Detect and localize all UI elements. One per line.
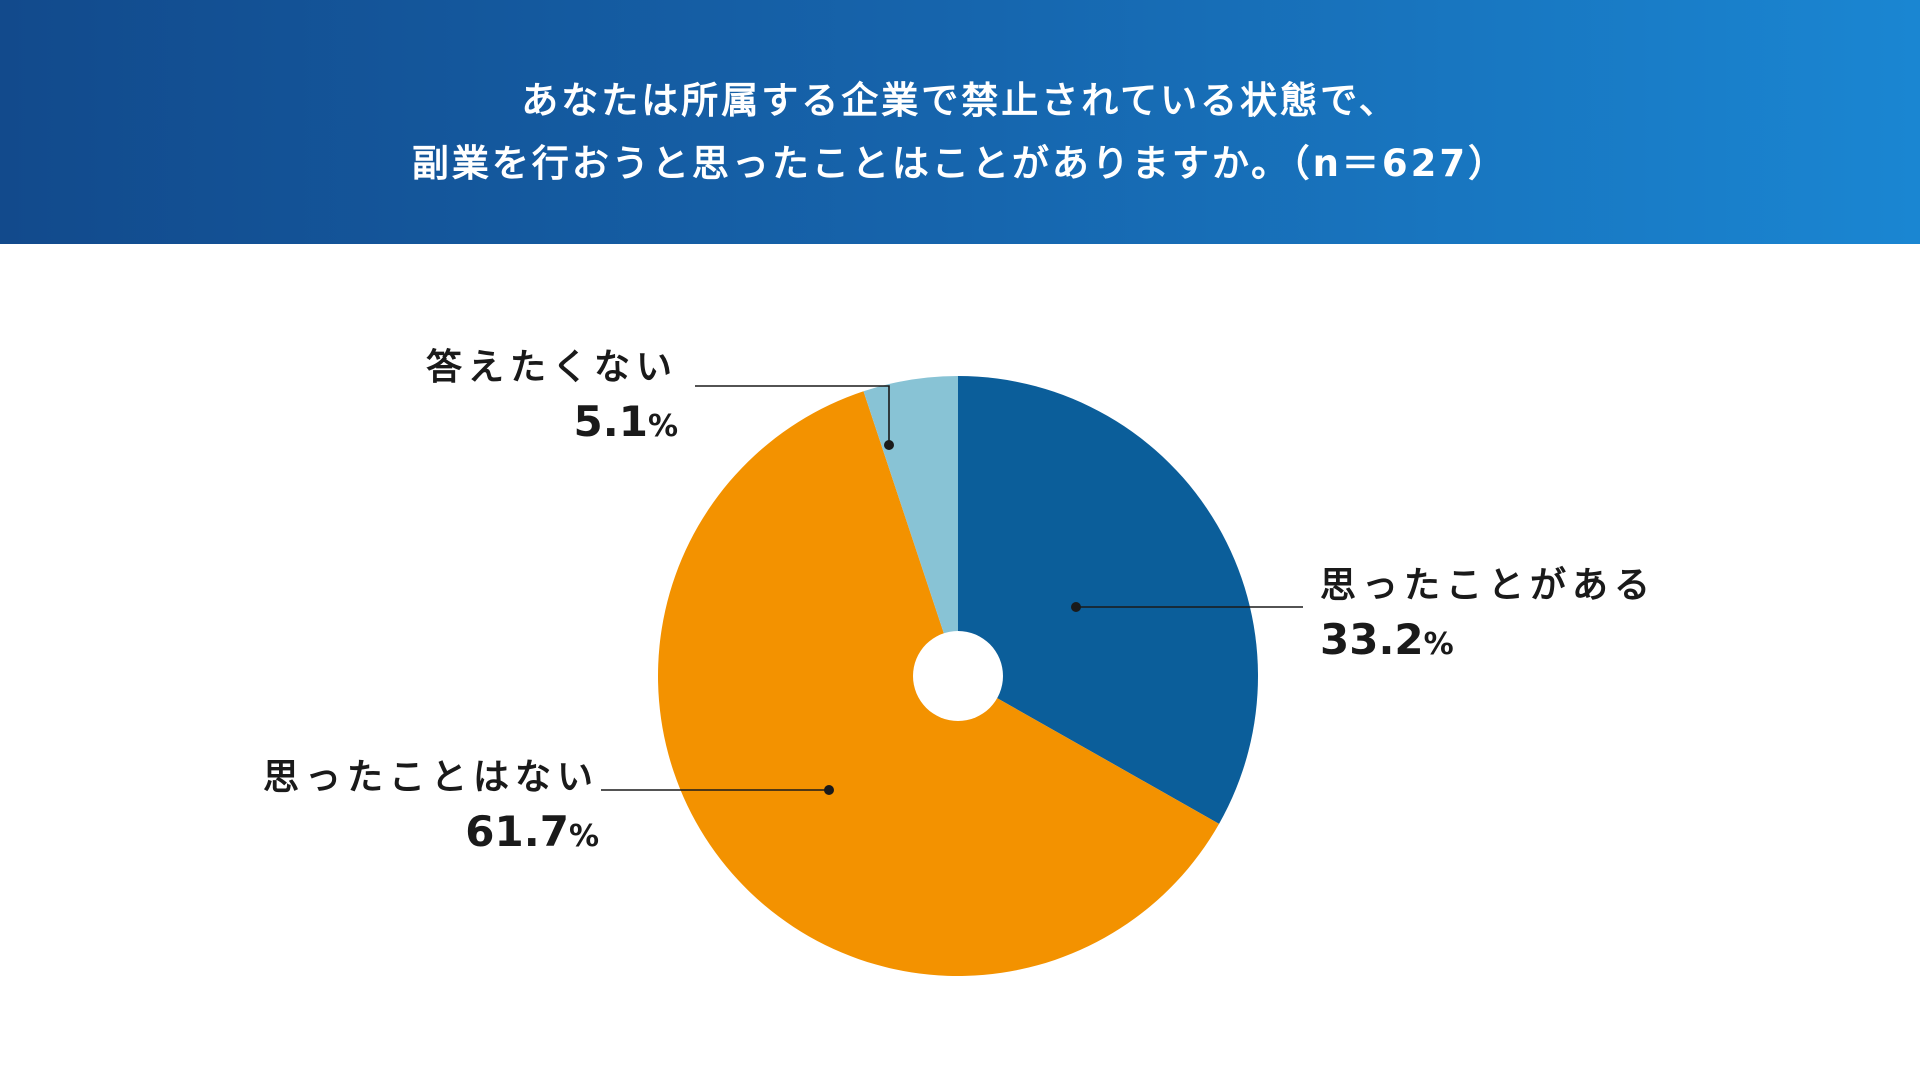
leader-line-no-answer-dot — [884, 440, 894, 450]
chart-title-line-1: あなたは所属する企業で禁止されている状態で、 — [521, 79, 1399, 122]
slice-value-no-answer-unit: % — [647, 409, 678, 444]
slice-name-yes: 思ったことがある — [1320, 565, 1657, 606]
pie-slice-no-answer — [863, 376, 958, 676]
slice-value-yes-number: 33.2 — [1320, 615, 1424, 664]
header-banner: あなたは所属する企業で禁止されている状態で、 副業を行おうと思ったことはことがあ… — [0, 0, 1920, 244]
slice-name-no: 思ったことはない — [262, 757, 599, 798]
chart-title-line-2: 副業を行おうと思ったことはことがありますか。（n＝627） — [411, 142, 1509, 185]
slice-label-yes: 思ったことがある 33.2% — [1320, 560, 1656, 673]
leader-line-yes-dot — [1071, 602, 1081, 612]
slice-value-no-answer: 5.1% — [426, 394, 678, 455]
pie-slice-yes — [958, 376, 1259, 824]
leader-line-no-answer — [695, 385, 890, 445]
slice-label-no: 思ったことはない 61.7% — [263, 752, 599, 865]
leader-line-no-dot — [824, 785, 834, 795]
slice-value-yes: 33.2% — [1320, 612, 1656, 673]
pie-center-hole — [913, 631, 1003, 721]
slice-value-yes-unit: % — [1423, 627, 1454, 662]
slice-value-no: 61.7% — [263, 804, 599, 865]
slice-value-no-unit: % — [568, 819, 599, 854]
slice-value-no-answer-number: 5.1 — [573, 397, 648, 446]
slice-name-no-answer: 答えたくない — [425, 347, 678, 388]
slice-label-no-answer: 答えたくない 5.1% — [426, 342, 678, 455]
slice-value-no-number: 61.7 — [465, 807, 569, 856]
